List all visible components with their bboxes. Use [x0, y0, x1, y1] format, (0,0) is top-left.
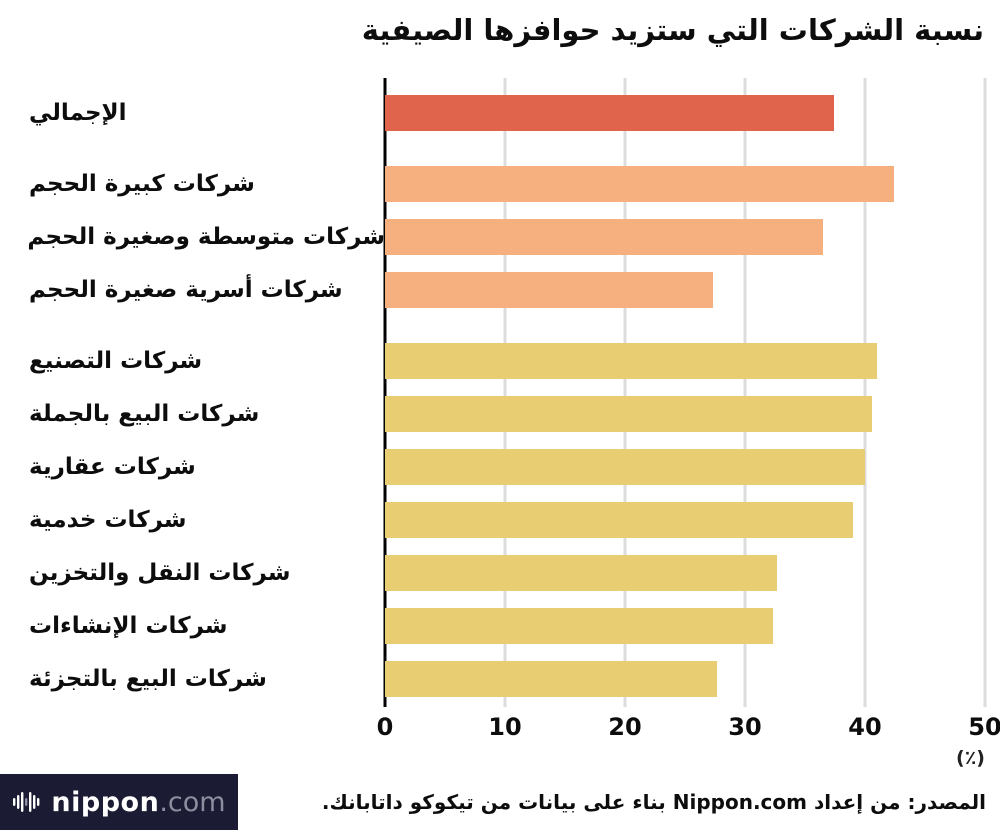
category-label: شركات عقارية — [29, 453, 196, 480]
bar — [385, 448, 865, 485]
bar-row: شركات عقارية — [15, 440, 985, 493]
x-tick-label: 10 — [488, 713, 522, 742]
chart-title: نسبة الشركات التي ستزيد حوافزها الصيفية — [361, 13, 984, 47]
bar-row: شركات البيع بالجملة — [15, 387, 985, 440]
bar-track — [385, 165, 985, 202]
gridline — [623, 78, 627, 708]
x-tick-label: 30 — [728, 713, 762, 742]
x-tick-label: 40 — [848, 713, 882, 742]
x-tick-label: 50 — [968, 713, 1000, 742]
bar — [385, 395, 873, 432]
footer: nippon.com المصدر: من إعداد Nippon.com ب… — [0, 774, 1000, 830]
bar — [385, 501, 853, 538]
bar — [385, 165, 894, 202]
bar-row: شركات كبيرة الحجم — [15, 157, 985, 210]
bar-row: شركات خدمية — [15, 493, 985, 546]
bar-track — [385, 94, 985, 131]
gridline — [863, 78, 867, 708]
bar — [385, 218, 823, 255]
gridline-overlay — [383, 78, 987, 708]
category-label: شركات كبيرة الحجم — [29, 170, 255, 197]
bar-track — [385, 448, 985, 485]
bar-row: شركات متوسطة وصغيرة الحجم — [15, 210, 985, 263]
category-label: شركات أسرية صغيرة الحجم — [29, 276, 343, 303]
category-label: شركات البيع بالجملة — [29, 400, 260, 427]
bar-track — [385, 660, 985, 697]
category-label: شركات الإنشاءات — [29, 612, 228, 639]
chart-plot-area: الإجمالي شركات كبيرة الحجم شركات متوسطة وص… — [15, 78, 987, 708]
category-label: شركات التصنيع — [29, 347, 203, 374]
bar — [385, 660, 718, 697]
x-ticks: 0 10 20 30 40 50 — [377, 713, 1000, 745]
bar-track — [385, 554, 985, 591]
bar-track — [385, 218, 985, 255]
x-tick-label: 0 — [376, 713, 394, 742]
bar — [385, 342, 877, 379]
bar-track — [385, 271, 985, 308]
bar-row: شركات التصنيع — [15, 334, 985, 387]
gridline — [503, 78, 507, 708]
bar — [385, 554, 778, 591]
bar-row: شركات النقل والتخزين — [15, 546, 985, 599]
bar-row: الإجمالي — [15, 86, 985, 139]
bar-track — [385, 342, 985, 379]
bar — [385, 94, 834, 131]
bar-track — [385, 501, 985, 538]
nippon-logo-bars-icon — [12, 787, 42, 817]
bar-track — [385, 395, 985, 432]
rows: الإجمالي شركات كبيرة الحجم شركات متوسطة وص… — [15, 86, 985, 705]
category-label: شركات البيع بالتجزئة — [29, 665, 267, 692]
x-axis-unit-label: (٪) — [956, 747, 985, 770]
gridline — [743, 78, 747, 708]
gridline — [983, 78, 987, 708]
bar-chart: الإجمالي شركات كبيرة الحجم شركات متوسطة وص… — [0, 78, 1000, 770]
nippon-logo-text: nippon — [51, 786, 160, 818]
category-label: شركات خدمية — [29, 506, 187, 533]
bar-track — [385, 607, 985, 644]
y-axis-line — [383, 78, 387, 708]
bar-row: شركات أسرية صغيرة الحجم — [15, 263, 985, 316]
bar-row: شركات الإنشاءات — [15, 599, 985, 652]
bar — [385, 607, 773, 644]
category-label: الإجمالي — [29, 99, 127, 126]
category-label: شركات متوسطة وصغيرة الحجم — [27, 223, 385, 250]
nippon-logo: nippon.com — [0, 774, 238, 830]
category-label: شركات النقل والتخزين — [29, 559, 291, 586]
bar — [385, 271, 713, 308]
source-text: المصدر: من إعداد Nippon.com بناء على بيا… — [321, 790, 986, 814]
nippon-logo-suffix: .com — [159, 786, 226, 818]
x-tick-label: 20 — [608, 713, 642, 742]
bar-row: شركات البيع بالتجزئة — [15, 652, 985, 705]
